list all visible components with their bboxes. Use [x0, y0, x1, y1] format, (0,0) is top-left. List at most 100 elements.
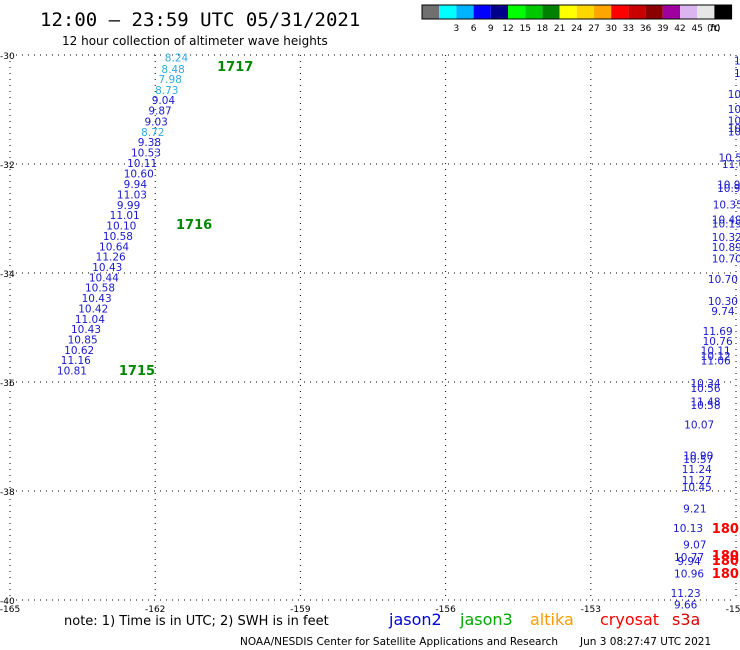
wave-height-value: 9.94 [124, 179, 148, 191]
scale-swatch [576, 5, 594, 19]
footer-timestamp: Jun 3 08:27:47 UTC 2021 [579, 636, 711, 648]
scale-unit-label: (ft) [707, 24, 721, 34]
wave-height-value: 10.90 [683, 451, 713, 463]
latitude-tick: -36 [0, 379, 15, 389]
wave-height-value: 10.97 [717, 180, 740, 192]
wave-height-value: 9.07 [683, 539, 706, 551]
wave-height-value: 10.1 [728, 126, 740, 138]
wave-height-value: 10.30 [708, 296, 738, 308]
pass-time-label: 180 [712, 549, 739, 564]
wave-height-value: 10.44 [89, 272, 119, 284]
wave-height-value: 10.10 [106, 221, 136, 233]
latitude-tick: -40 [0, 597, 15, 607]
wave-height-value: 10.13 [673, 523, 703, 535]
wave-height-value: 8.73 [155, 85, 178, 97]
wave-height-value: 10.42 [78, 303, 108, 315]
scale-tick-label: 15 [519, 24, 530, 34]
lat-lon-grid [9, 54, 737, 601]
wave-height-value: 10.35 [713, 199, 740, 211]
scale-tick-label: 39 [657, 24, 669, 34]
latitude-tick: -38 [0, 488, 15, 498]
pass-time-label: 1717 [217, 60, 253, 75]
longitude-tick-labels: -165 -162 -159 -156 -153 -150 [0, 605, 740, 615]
wave-height-value: 11.24 [682, 464, 712, 476]
wave-height-color-scale [421, 4, 733, 20]
satellite-s3a-label: s3a [672, 610, 700, 629]
wave-height-value: 9.99 [117, 200, 140, 212]
wave-height-value: 10.60 [124, 168, 154, 180]
scale-swatch [680, 5, 698, 19]
wave-height-value: 10.07 [684, 420, 714, 432]
wave-height-value: 10.32 [712, 232, 740, 244]
scale-tick-label: 6 [471, 24, 477, 34]
wave-height-value: 11.0 [722, 159, 740, 171]
scale-swatch [559, 5, 577, 19]
scale-swatch [714, 5, 732, 19]
wave-height-value: 9.74 [711, 306, 735, 318]
satellite-altika-label: altika [530, 610, 574, 629]
wave-height-value: 10.89 [712, 242, 740, 254]
wave-height-value: 11.01 [110, 210, 140, 222]
scale-swatch [456, 5, 474, 19]
longitude-tick: -153 [581, 605, 601, 615]
latitude-tick: -30 [0, 52, 15, 62]
scale-tick-label: 24 [571, 24, 583, 34]
scale-tick-label: 9 [488, 24, 494, 34]
scale-tick-label: 18 [537, 24, 549, 34]
wave-height-scale-labels: 3 6 9 12 15 18 21 24 27 30 33 36 39 42 45 70 [454, 24, 721, 34]
scale-tick-label: 3 [454, 24, 460, 34]
satellite-jason3-label: jason3 [459, 610, 513, 629]
scale-swatch [473, 5, 491, 19]
wave-height-value: 8.24 [165, 53, 189, 65]
map-title: 12:00 — 23:59 UTC 05/31/2021 [40, 9, 360, 31]
wave-height-value: 10.5 [728, 89, 740, 101]
wave-height-value: 10.11 [701, 345, 731, 357]
wave-height-value: 10. [734, 55, 740, 67]
altimeter-track-right: 10.10.10.510.410.510.110.110.5311.010.97… [671, 55, 740, 611]
wave-height-value: 10.96 [674, 568, 704, 580]
wave-height-value: 11.06 [701, 356, 731, 368]
wave-height-value: 11.48 [690, 397, 720, 409]
wave-height-value: 10.58 [690, 400, 720, 412]
satellite-cryosat-label: cryosat [600, 610, 659, 629]
scale-swatch [662, 5, 680, 19]
wave-height-value: 10.70 [708, 274, 738, 286]
wave-height-value: 10.58 [103, 231, 133, 243]
scale-tick-label: 12 [502, 24, 513, 34]
scale-frame [421, 4, 733, 20]
wave-height-value: 10. [734, 68, 740, 80]
latitude-tick: -34 [0, 270, 15, 280]
scale-tick-label: 45 [691, 24, 702, 34]
wave-height-value: 10.76 [703, 336, 733, 348]
wave-height-value: 10.57 [683, 454, 713, 466]
wave-height-value: 10.81 [57, 366, 87, 378]
wave-height-value: 10.34 [690, 378, 720, 390]
wave-height-value: 10.1 [728, 123, 740, 135]
wave-height-value: 10.49 [712, 215, 740, 227]
wave-height-value: 10.43 [82, 293, 112, 305]
scale-swatch [611, 5, 629, 19]
scale-tick-label: 36 [640, 24, 652, 34]
wave-height-value: 9.94 [677, 556, 701, 568]
scale-tick-label: 30 [605, 24, 617, 34]
wave-height-value: 10.4 [728, 104, 740, 116]
wave-height-value: 11.23 [671, 588, 701, 600]
scale-tick-label: 33 [623, 24, 634, 34]
satellite-jason2-label: jason2 [388, 610, 442, 629]
wave-height-value: 9.04 [152, 95, 176, 107]
latitude-tick: -32 [0, 161, 15, 171]
wave-height-value: 9.03 [144, 116, 167, 128]
scale-swatch [439, 5, 457, 19]
wave-height-value: 10.56 [690, 383, 720, 395]
wave-height-value: 10.5 [728, 115, 740, 127]
wave-height-value: 10.77 [674, 552, 704, 564]
wave-height-value: 11.69 [703, 326, 733, 338]
wave-height-value: 7.98 [159, 74, 182, 86]
wave-height-value: 9.38 [138, 137, 161, 149]
scale-tick-label: 21 [554, 24, 565, 34]
scale-swatch [490, 5, 508, 19]
wave-height-value: 9.21 [683, 503, 706, 515]
wave-height-value: 11.04 [75, 314, 105, 326]
longitude-tick: -150 [726, 605, 740, 615]
